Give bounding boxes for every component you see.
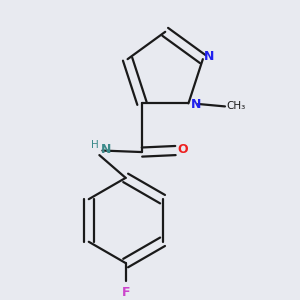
Text: H: H — [91, 140, 99, 150]
Text: N: N — [191, 98, 201, 111]
Text: O: O — [178, 143, 188, 156]
Text: N: N — [204, 50, 215, 63]
Text: N: N — [101, 143, 111, 156]
Text: CH₃: CH₃ — [226, 101, 246, 111]
Text: F: F — [122, 286, 130, 299]
